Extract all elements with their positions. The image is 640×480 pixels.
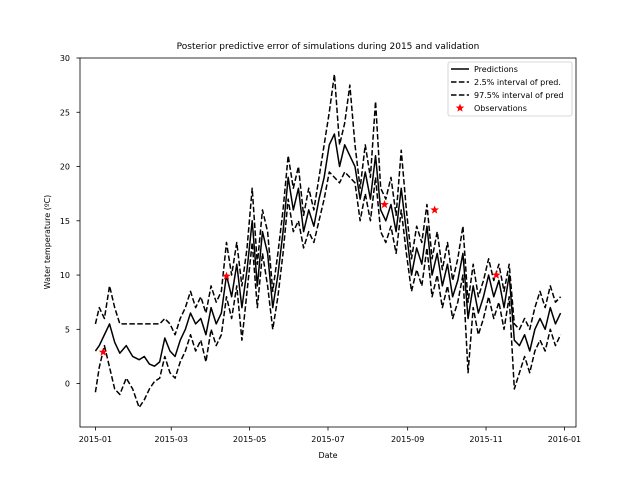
y-axis: 0 5 10 15 20 25 30 xyxy=(60,54,80,389)
x-tick-label: 2015-09 xyxy=(391,435,424,444)
legend-label: Observations xyxy=(474,104,527,113)
y-tick-label: 10 xyxy=(60,271,70,280)
x-tick-label: 2015-05 xyxy=(233,435,266,444)
x-tick-label: 2015-03 xyxy=(155,435,188,444)
plot-area xyxy=(94,73,562,409)
y-tick-label: 25 xyxy=(60,108,70,117)
series-line-predictions xyxy=(94,133,562,367)
series-line-upper-interval xyxy=(94,73,562,336)
observation-marker xyxy=(380,200,389,209)
x-tick-label: 2015-01 xyxy=(79,435,112,444)
legend-box xyxy=(447,61,573,117)
x-axis-title: Date xyxy=(318,451,337,460)
x-tick-label: 2016-01 xyxy=(548,435,581,444)
series-line-lower-interval xyxy=(94,171,562,409)
observation-marker xyxy=(492,270,501,279)
y-tick-label: 15 xyxy=(60,217,70,226)
legend-label: 2.5% interval of pred. xyxy=(474,78,561,87)
observation-marker xyxy=(430,205,439,214)
legend-marker-observations xyxy=(455,103,465,112)
y-tick-label: 5 xyxy=(65,325,70,334)
legend-label: Predictions xyxy=(474,65,518,74)
x-tick-label: 2015-11 xyxy=(469,435,502,444)
y-tick-label: 0 xyxy=(65,380,70,389)
x-axis: 2015-01 2015-03 2015-05 2015-07 2015-09 2015-… xyxy=(79,427,581,444)
legend: Predictions 2.5% interval of pred. 97.5% i… xyxy=(447,61,573,117)
observation-marker xyxy=(98,347,108,356)
y-axis-title: Water temperature (ºC) xyxy=(43,195,52,290)
observation-marker xyxy=(222,271,231,280)
y-tick-label: 30 xyxy=(60,54,70,63)
legend-label: 97.5% interval of pred xyxy=(474,91,563,100)
y-tick-label: 20 xyxy=(60,163,70,172)
x-tick-label: 2015-07 xyxy=(311,435,344,444)
chart-title: Posterior predictive error of simulation… xyxy=(177,42,480,52)
